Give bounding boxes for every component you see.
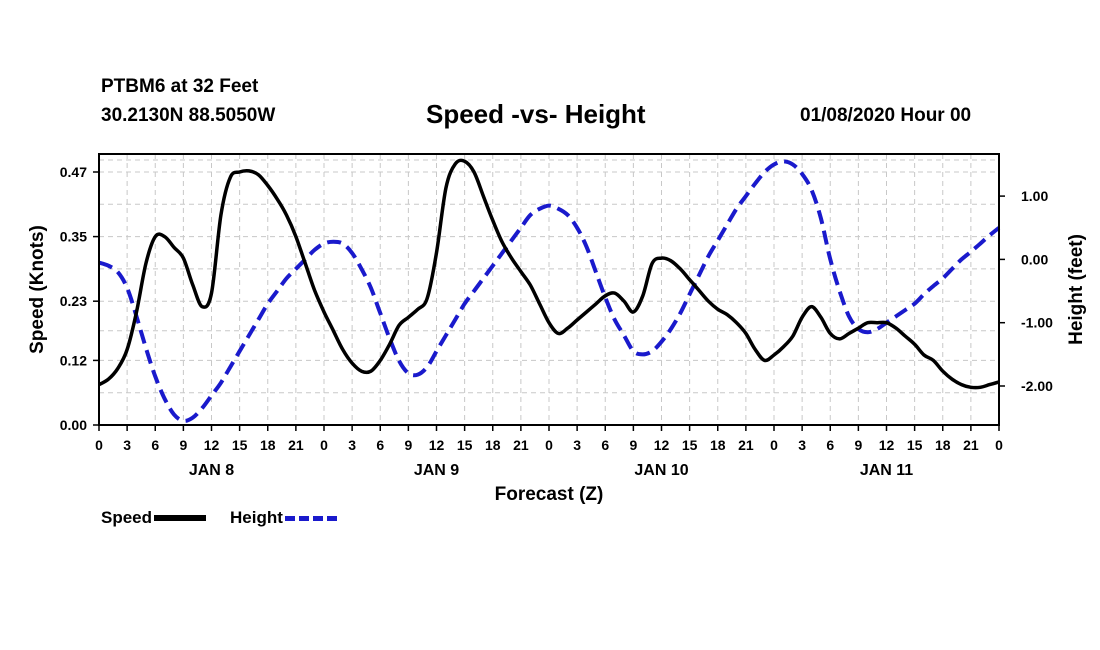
axes: 0 3 6 9 12 15 18 21 0 3 6 9 12 15 18 21 0 3 6 9 12 15 18 21 0 3 6 9… xyxy=(60,164,1053,479)
series-height-line xyxy=(98,159,1001,423)
y2-tick-label: -1.00 xyxy=(1021,315,1053,331)
station-coordinates: 30.2130N 88.5050W xyxy=(101,105,276,126)
y-axis-label: Speed (Knots) xyxy=(27,225,48,354)
x-tick-label: 6 xyxy=(376,437,384,453)
x-tick-label: 6 xyxy=(601,437,609,453)
x-tick-label: 0 xyxy=(545,437,553,453)
x-tick-label: 18 xyxy=(935,437,951,453)
x-tick-label: 9 xyxy=(629,437,637,453)
legend-speed-label: Speed xyxy=(101,508,153,527)
x-tick-label: 18 xyxy=(260,437,276,453)
x-tick-label: 15 xyxy=(457,437,473,453)
station-name: PTBM6 at 32 Feet xyxy=(101,76,259,97)
day-label: JAN 9 xyxy=(414,462,459,479)
y-tick-label: 0.00 xyxy=(60,417,87,433)
y2-tick-label: 1.00 xyxy=(1021,188,1048,204)
grid-lines xyxy=(99,154,999,425)
y-tick-label: 0.47 xyxy=(60,164,87,180)
x-tick-label: 6 xyxy=(151,437,159,453)
x-tick-label: 6 xyxy=(826,437,834,453)
y-tick-label: 0.12 xyxy=(60,352,87,368)
day-label: JAN 10 xyxy=(634,462,688,479)
y2-tick-label: 0.00 xyxy=(1021,251,1048,267)
x-tick-label: 3 xyxy=(798,437,806,453)
legend-height-swatch xyxy=(284,515,337,521)
x-axis-label: Forecast (Z) xyxy=(495,484,604,505)
x-tick-label: 0 xyxy=(95,437,103,453)
y-tick-label: 0.23 xyxy=(60,293,87,309)
y2-axis-label: Height (feet) xyxy=(1066,234,1087,345)
x-tick-label: 0 xyxy=(995,437,1003,453)
x-tick-label: 0 xyxy=(770,437,778,453)
legend-speed-swatch xyxy=(154,515,207,521)
x-tick-label: 15 xyxy=(907,437,923,453)
legend-height-label: Height xyxy=(230,508,283,527)
x-tick-label: 3 xyxy=(573,437,581,453)
data-series xyxy=(98,158,1001,423)
x-tick-label: 21 xyxy=(513,437,529,453)
x-tick-label: 12 xyxy=(879,437,895,453)
x-tick-label: 21 xyxy=(738,437,754,453)
x-tick-label: 15 xyxy=(232,437,248,453)
day-label: JAN 8 xyxy=(189,462,234,479)
y-tick-label: 0.35 xyxy=(60,229,87,245)
x-tick-label: 0 xyxy=(320,437,328,453)
chart-title: Speed -vs- Height xyxy=(426,99,646,129)
x-tick-label: 3 xyxy=(123,437,131,453)
x-tick-label: 3 xyxy=(348,437,356,453)
series-speed-line xyxy=(98,158,1000,390)
x-tick-label: 18 xyxy=(485,437,501,453)
x-tick-label: 12 xyxy=(204,437,220,453)
x-tick-label: 12 xyxy=(654,437,670,453)
x-tick-label: 18 xyxy=(710,437,726,453)
x-tick-label: 15 xyxy=(682,437,698,453)
x-tick-label: 21 xyxy=(963,437,979,453)
x-tick-label: 21 xyxy=(288,437,304,453)
legend-speed: Speed xyxy=(101,508,207,528)
x-tick-label: 9 xyxy=(854,437,862,453)
x-tick-label: 9 xyxy=(179,437,187,453)
legend-height: Height xyxy=(230,508,337,528)
x-tick-label: 12 xyxy=(429,437,445,453)
day-label: JAN 11 xyxy=(860,462,913,479)
forecast-datetime: 01/08/2020 Hour 00 xyxy=(800,105,972,126)
y2-tick-label: -2.00 xyxy=(1021,378,1053,394)
x-tick-label: 9 xyxy=(404,437,412,453)
